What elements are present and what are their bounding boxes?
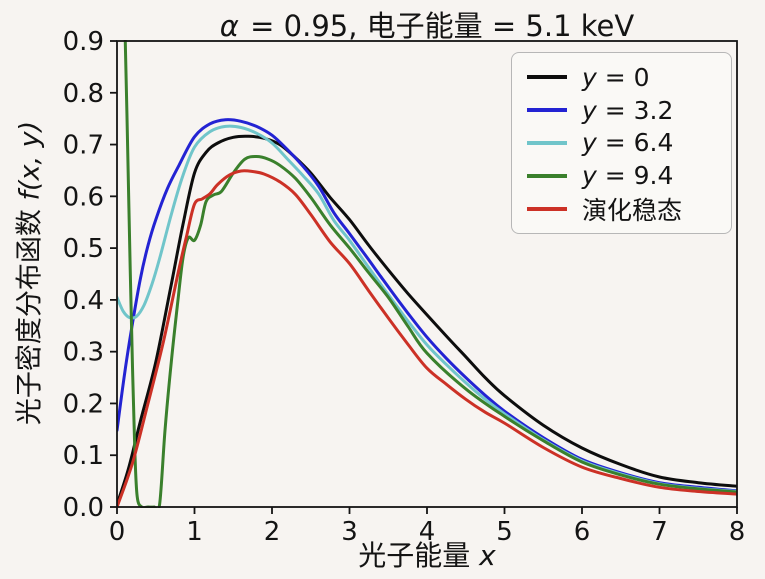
y-tick-label: 0.9: [63, 27, 104, 57]
title-text: = 0.95, 电子能量 = 5.1 keV: [240, 9, 635, 43]
legend-line-swatch: [527, 140, 567, 145]
series-line-y64: [117, 124, 737, 493]
x-tick-label: 7: [651, 517, 668, 547]
legend-label: y = 6.4: [582, 128, 673, 157]
y-axis-label-math: f(x, y): [14, 120, 46, 201]
legend-label-text: = 6.4: [596, 128, 674, 158]
legend-label-text: = 3.2: [596, 95, 674, 125]
y-axis-label: 光子密度分布函数 f(x, y): [8, 121, 47, 425]
legend-label-text: = 0: [596, 62, 650, 92]
x-axis-label-math: x: [479, 539, 496, 572]
legend-label-text: = 9.4: [596, 161, 674, 191]
y-tick-label: 0.8: [63, 79, 104, 109]
x-tick-label: 3: [341, 517, 358, 547]
legend-entry: y = 3.2: [527, 95, 723, 125]
y-tick-label: 0.3: [63, 338, 104, 368]
y-tick-label: 0.7: [63, 131, 104, 161]
title-math-symbol: α: [219, 9, 239, 43]
legend-label: y = 3.2: [582, 96, 673, 125]
legend-label-math: y: [582, 62, 597, 92]
chart-title: α = 0.95, 电子能量 = 5.1 keV: [117, 3, 737, 45]
series-line-y94: [123, 40, 737, 508]
x-tick-label: 4: [419, 517, 436, 547]
legend-entry: y = 0: [527, 62, 723, 92]
legend-label-math: y: [582, 95, 597, 125]
legend-entry: 演化稳态: [527, 191, 723, 227]
y-tick-label: 0.1: [63, 441, 104, 471]
series-line-y0: [117, 134, 737, 506]
legend-line-swatch: [527, 206, 567, 211]
legend-line-swatch: [527, 173, 567, 178]
x-axis-label: 光子能量 x: [117, 534, 737, 574]
series-line-steady: [117, 169, 737, 508]
y-tick-label: 0.0: [63, 493, 104, 523]
legend-label-text: 演化稳态: [582, 195, 683, 225]
legend-label-math: y: [582, 161, 597, 191]
x-axis-label-text: 光子能量: [358, 539, 480, 572]
series-line-y32: [117, 118, 737, 493]
y-tick-label: 0.6: [63, 182, 104, 212]
legend-line-swatch: [527, 75, 567, 80]
legend-entry: y = 6.4: [527, 128, 723, 158]
legend-label-math: y: [582, 128, 597, 158]
y-axis-label-text: 光子密度分布函数: [14, 200, 46, 426]
legend-line-swatch: [527, 108, 567, 113]
legend-entry: y = 9.4: [527, 161, 723, 191]
x-tick-label: 8: [729, 517, 746, 547]
legend-label: y = 0: [582, 63, 650, 92]
y-tick-label: 0.2: [63, 389, 104, 419]
axes-spines: [116, 40, 738, 508]
y-tick-label: 0.5: [63, 234, 104, 264]
legend-label: 演化稳态: [582, 191, 682, 227]
y-tick-label: 0.4: [63, 286, 104, 316]
x-tick-label: 5: [496, 517, 513, 547]
x-tick-label: 6: [574, 517, 591, 547]
x-tick-label: 2: [264, 517, 281, 547]
x-tick-label: 1: [186, 517, 203, 547]
x-tick-label: 0: [109, 517, 126, 547]
legend-label: y = 9.4: [582, 161, 673, 190]
